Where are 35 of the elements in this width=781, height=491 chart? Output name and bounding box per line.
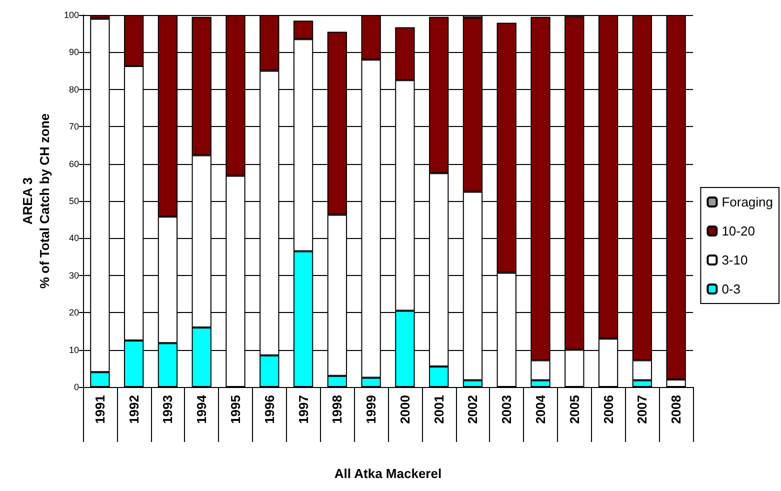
x-tick-label: 1998	[330, 395, 345, 424]
x-tick-label: 1993	[160, 395, 176, 424]
x-tick-label: 1997	[296, 395, 311, 424]
y-tick-label: 10	[68, 344, 79, 355]
x-tick-label: 1992	[126, 395, 142, 424]
y-tick-label: 80	[68, 84, 79, 94]
x-tick-label: 2003	[499, 395, 514, 424]
x-tick-label: 2000	[397, 395, 412, 424]
y-tick-label: 40	[68, 233, 79, 244]
x-tick-label: 2005	[566, 395, 582, 424]
x-tick-label: 1995	[228, 395, 243, 424]
y-tick-label: 60	[68, 158, 79, 169]
legend-label: Foraging	[722, 194, 774, 210]
legend-label: 0-3	[722, 282, 740, 296]
y-tick-label: 50	[68, 196, 79, 206]
y-tick-label: 100	[64, 10, 79, 20]
y-tick-label: 30	[68, 270, 79, 280]
y-tick-label: 90	[68, 47, 79, 58]
legend-label: 10-20	[722, 224, 755, 238]
legend-label: 3-10	[722, 252, 748, 268]
x-tick-label: 2008	[668, 395, 684, 424]
x-tick-label: 2002	[465, 395, 480, 424]
x-axis-title: All Atka Mackerel	[334, 466, 442, 481]
x-tick-label: 2001	[431, 395, 446, 424]
y-tick-label: 20	[68, 308, 79, 318]
x-tick-label: 1994	[194, 394, 210, 424]
x-tick-label: 1999	[364, 395, 379, 424]
x-tick-label: 2006	[600, 395, 616, 424]
x-tick-label: 1991	[92, 395, 108, 424]
x-tick-label: 1996	[262, 395, 277, 424]
x-tick-label: 2004	[533, 394, 548, 424]
x-tick-label: 2007	[634, 395, 650, 424]
y-tick-label: 70	[68, 122, 79, 132]
y-axis-title: AREA 3 % of Total Catch by CH zone	[20, 113, 52, 289]
y-tick-label: 0	[74, 382, 79, 392]
